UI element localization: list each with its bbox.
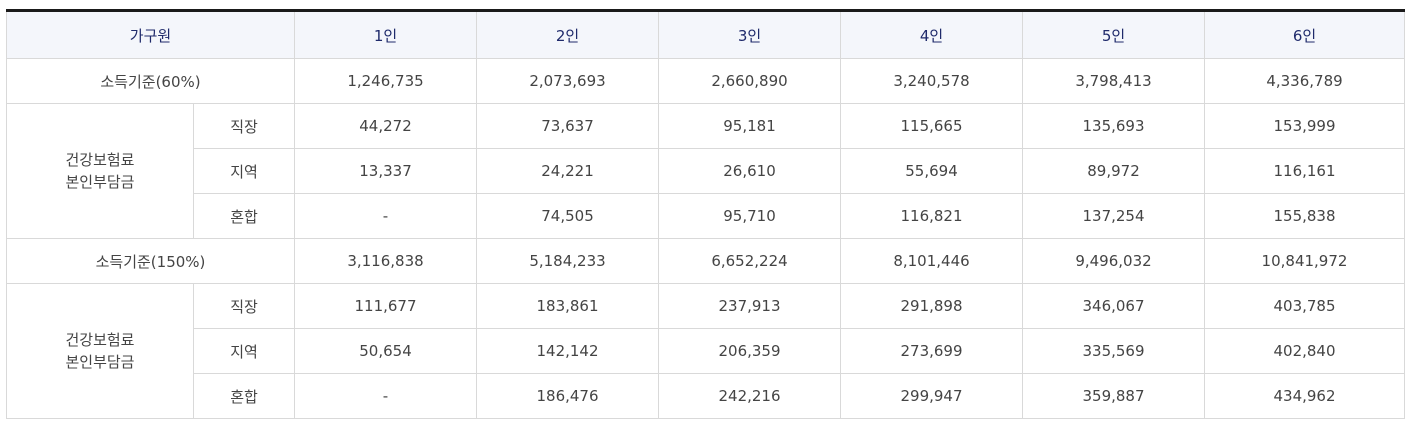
table-cell: 26,610 (658, 148, 841, 194)
header-col-3: 3인 (658, 10, 841, 59)
premium-label-line2: 본인부담금 (65, 353, 135, 371)
table-cell: 3,798,413 (1022, 58, 1205, 104)
table-cell: 9,496,032 (1022, 238, 1205, 284)
header-col-4: 4인 (840, 10, 1023, 59)
table-cell: 2,073,693 (476, 58, 659, 104)
header-row: 가구원 1인 2인 3인 4인 5인 6인 (6, 10, 1405, 59)
header-col-6: 6인 (1204, 10, 1405, 59)
table-cell: 24,221 (476, 148, 659, 194)
table-cell: 73,637 (476, 103, 659, 149)
table-cell: 142,142 (476, 328, 659, 374)
row-type: 직장 (193, 283, 295, 329)
table-cell: 95,710 (658, 193, 841, 239)
income-label: 소득기준(60%) (6, 58, 295, 104)
table-cell: 74,505 (476, 193, 659, 239)
table-cell: 434,962 (1204, 373, 1405, 419)
table-cell: 89,972 (1022, 148, 1205, 194)
income-row-150: 소득기준(150%) 3,116,838 5,184,233 6,652,224… (6, 238, 1405, 284)
table-cell: 44,272 (294, 103, 477, 149)
premium-table-container: 가구원 1인 2인 3인 4인 5인 6인 소득기준(60%) 1,246,73… (6, 9, 1405, 419)
row-type: 혼합 (193, 193, 295, 239)
table-cell: - (294, 193, 477, 239)
table-cell: 111,677 (294, 283, 477, 329)
table-cell: 4,336,789 (1204, 58, 1405, 104)
table-cell: 5,184,233 (476, 238, 659, 284)
header-col-1: 1인 (294, 10, 477, 59)
row-type: 직장 (193, 103, 295, 149)
table-cell: 186,476 (476, 373, 659, 419)
table-cell: 13,337 (294, 148, 477, 194)
table-cell: 346,067 (1022, 283, 1205, 329)
table-cell: 359,887 (1022, 373, 1205, 419)
table-cell: 137,254 (1022, 193, 1205, 239)
table-cell: 237,913 (658, 283, 841, 329)
table-cell: 299,947 (840, 373, 1023, 419)
table-cell: 95,181 (658, 103, 841, 149)
header-col-2: 2인 (476, 10, 659, 59)
table-cell: 242,216 (658, 373, 841, 419)
table-row: 혼합 - 74,505 95,710 116,821 137,254 155,8… (7, 193, 1405, 239)
table-row: 지역 50,654 142,142 206,359 273,699 335,56… (7, 328, 1405, 374)
table-cell: 273,699 (840, 328, 1023, 374)
premium-label-line1: 건강보험료 (65, 151, 135, 169)
table-cell: 206,359 (658, 328, 841, 374)
table-cell: 2,660,890 (658, 58, 841, 104)
health-insurance-premium-table: 가구원 1인 2인 3인 4인 5인 6인 소득기준(60%) 1,246,73… (6, 9, 1405, 419)
table-cell: 10,841,972 (1204, 238, 1405, 284)
table-cell: 155,838 (1204, 193, 1405, 239)
premium-label-line2: 본인부담금 (65, 173, 135, 191)
row-type: 혼합 (193, 373, 295, 419)
header-col-5: 5인 (1022, 10, 1205, 59)
premium-label-line1: 건강보험료 (65, 331, 135, 349)
table-cell: - (294, 373, 477, 419)
table-cell: 135,693 (1022, 103, 1205, 149)
table-cell: 115,665 (840, 103, 1023, 149)
table-row: 혼합 - 186,476 242,216 299,947 359,887 434… (7, 373, 1405, 419)
table-cell: 403,785 (1204, 283, 1405, 329)
table-cell: 50,654 (294, 328, 477, 374)
table-row: 지역 13,337 24,221 26,610 55,694 89,972 11… (7, 148, 1405, 194)
table-cell: 55,694 (840, 148, 1023, 194)
table-cell: 153,999 (1204, 103, 1405, 149)
table-cell: 402,840 (1204, 328, 1405, 374)
income-row-60: 소득기준(60%) 1,246,735 2,073,693 2,660,890 … (6, 58, 1405, 104)
income-label: 소득기준(150%) (6, 238, 295, 284)
table-cell: 116,821 (840, 193, 1023, 239)
table-cell: 116,161 (1204, 148, 1405, 194)
row-type: 지역 (193, 328, 295, 374)
table-cell: 291,898 (840, 283, 1023, 329)
table-cell: 1,246,735 (294, 58, 477, 104)
table-cell: 3,116,838 (294, 238, 477, 284)
table-cell: 6,652,224 (658, 238, 841, 284)
table-cell: 3,240,578 (840, 58, 1023, 104)
table-cell: 335,569 (1022, 328, 1205, 374)
table-cell: 8,101,446 (840, 238, 1023, 284)
row-type: 지역 (193, 148, 295, 194)
header-household: 가구원 (6, 10, 295, 59)
table-cell: 183,861 (476, 283, 659, 329)
